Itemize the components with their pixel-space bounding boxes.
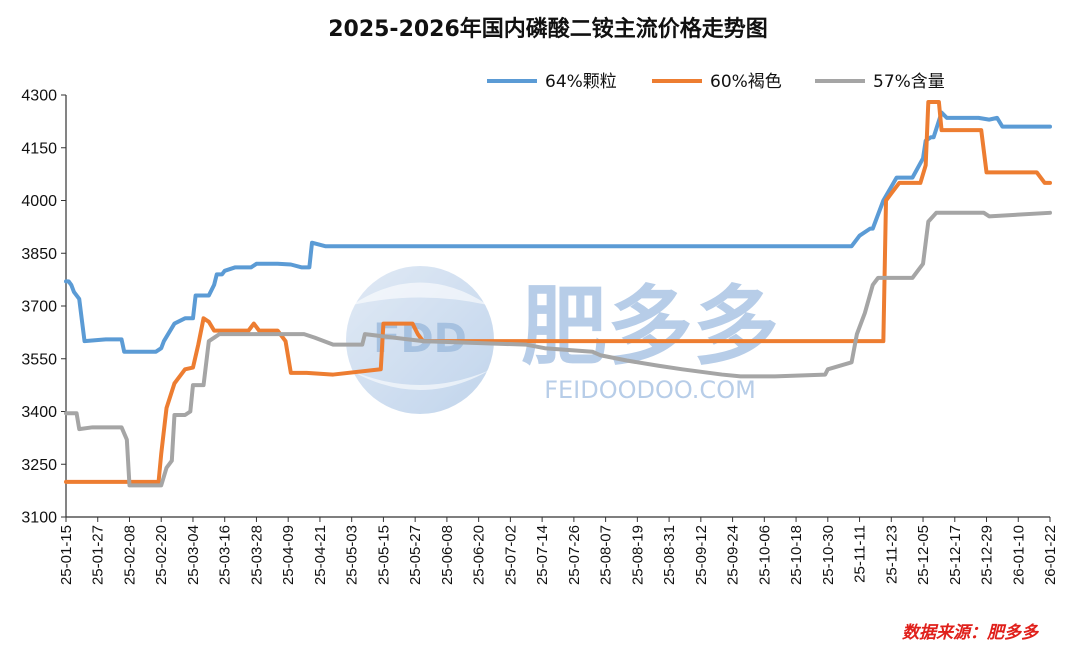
x-tick-label: 25-03-28 <box>248 525 265 585</box>
x-ticks: 25-01-15 25-01-27 25-02-08 25-02-20 25-03-04… <box>58 517 1059 585</box>
series-lines <box>64 100 1052 488</box>
y-ticks: 3100 3250 3400 3550 3700 3850 4000 4150 4300 <box>21 88 66 527</box>
x-tick-label: 25-09-24 <box>725 525 742 585</box>
x-tick-label: 25-09-12 <box>693 525 710 585</box>
legend-label-60: 60%褐色 <box>710 72 782 92</box>
x-tick-label: 25-10-18 <box>788 525 805 585</box>
x-tick-label: 25-04-09 <box>280 525 297 585</box>
x-tick-label: 25-04-21 <box>312 525 329 585</box>
source-note: 数据来源：肥多多 <box>902 623 1040 643</box>
watermark-brand-cn: 肥多多 <box>521 277 779 377</box>
x-tick-label: 25-11-11 <box>852 525 869 583</box>
legend: 64%颗粒 60%褐色 57%含量 <box>487 72 945 92</box>
series-line-57-content <box>64 210 1052 488</box>
x-tick-label: 25-11-23 <box>883 525 900 584</box>
y-tick-label: 3550 <box>21 351 57 368</box>
y-tick-label: 3850 <box>21 246 57 263</box>
y-tick-label: 3250 <box>21 457 57 474</box>
x-tick-label: 25-07-14 <box>534 525 551 585</box>
x-tick-label: 25-02-20 <box>153 525 170 585</box>
y-tick-label: 4300 <box>21 88 57 105</box>
x-tick-label: 25-12-29 <box>979 525 996 585</box>
x-tick-label: 26-01-22 <box>1042 525 1059 585</box>
x-tick-label: 25-10-06 <box>756 525 773 585</box>
x-tick-label: 25-03-16 <box>217 525 234 585</box>
chart-title: 2025-2026年国内磷酸二铵主流价格走势图 <box>328 16 768 42</box>
series-line-60-brown <box>64 100 1052 484</box>
x-tick-label: 26-01-10 <box>1010 525 1027 585</box>
x-tick-label: 25-07-26 <box>566 525 583 585</box>
x-tick-label: 25-05-03 <box>344 525 361 585</box>
x-tick-label: 25-06-08 <box>439 525 456 585</box>
x-tick-label: 25-03-04 <box>185 525 202 585</box>
x-tick-label: 25-02-08 <box>121 525 138 585</box>
x-tick-label: 25-07-02 <box>502 525 519 585</box>
y-tick-label: 3400 <box>21 404 57 421</box>
x-tick-label: 25-05-15 <box>375 525 392 585</box>
y-tick-label: 4150 <box>21 140 57 157</box>
x-tick-label: 25-05-27 <box>407 525 424 585</box>
y-tick-label: 3100 <box>21 510 57 527</box>
x-tick-label: 25-12-05 <box>915 525 932 585</box>
y-tick-label: 3700 <box>21 299 57 316</box>
watermark: FDD 肥多多 FEIDOODOO.COM <box>346 266 779 414</box>
series-line-64-granular <box>64 110 1052 354</box>
x-tick-label: 25-01-27 <box>90 525 107 585</box>
legend-label-64: 64%颗粒 <box>545 72 617 92</box>
legend-label-57: 57%含量 <box>873 72 945 92</box>
x-tick-label: 25-08-31 <box>661 525 678 585</box>
x-tick-label: 25-08-19 <box>629 525 646 585</box>
y-tick-label: 4000 <box>21 193 57 210</box>
x-tick-label: 25-06-20 <box>471 525 488 585</box>
x-tick-label: 25-08-07 <box>598 525 615 585</box>
x-tick-label: 25-10-30 <box>820 525 837 585</box>
watermark-brand-en: FEIDOODOO.COM <box>544 376 756 404</box>
x-tick-label: 25-12-17 <box>947 525 964 585</box>
x-tick-label: 25-01-15 <box>58 525 75 585</box>
